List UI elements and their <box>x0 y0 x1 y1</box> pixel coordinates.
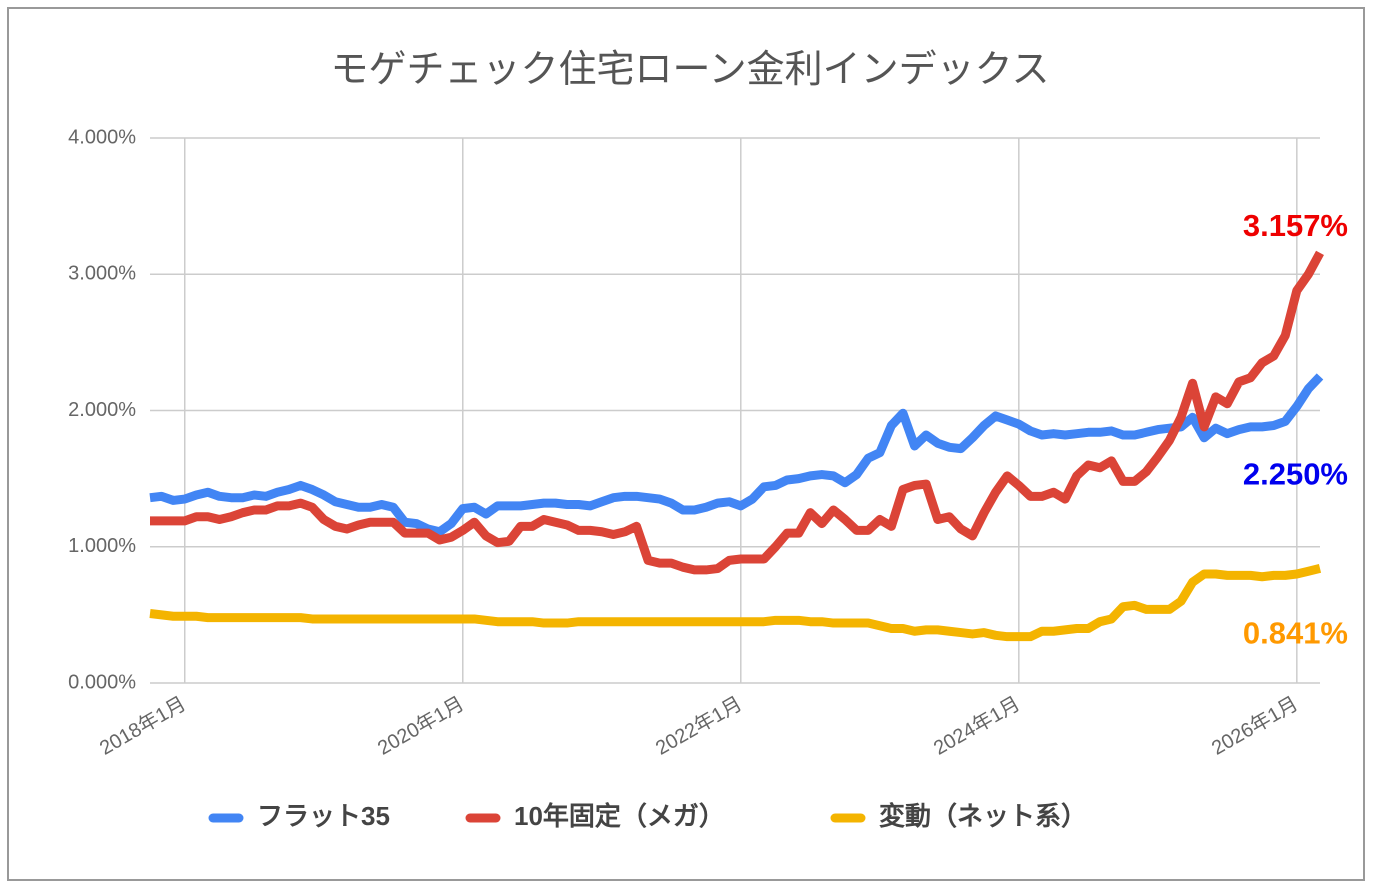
y-tick-label: 2.000% <box>68 399 136 421</box>
chart-frame <box>7 7 1365 881</box>
y-tick-label: 0.000% <box>68 671 136 693</box>
legend-label: 10年固定（メガ） <box>514 801 725 831</box>
chart-title: モゲチェック住宅ローン金利インデックス <box>331 49 1050 91</box>
y-tick-label: 1.000% <box>68 535 136 557</box>
data-label: 2.250% <box>1243 457 1348 492</box>
line-series <box>150 250 1324 575</box>
y-tick-label: 3.000% <box>68 263 136 285</box>
data-label: 0.841% <box>1243 616 1348 651</box>
y-tick-label: 4.000% <box>68 126 136 148</box>
line-series <box>149 373 1324 537</box>
legend-label: 変動（ネット系） <box>879 801 1087 831</box>
line-series <box>149 564 1322 642</box>
legend-label: フラット35 <box>257 801 390 831</box>
data-label: 3.157% <box>1243 208 1348 243</box>
